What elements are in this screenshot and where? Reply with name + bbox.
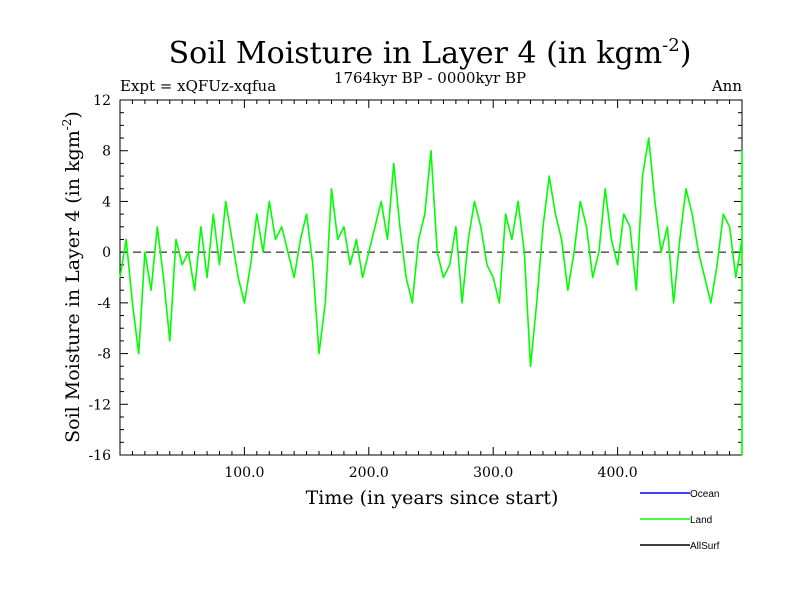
y-tick-label: 4 bbox=[102, 194, 111, 210]
y-tick-label: -4 bbox=[97, 296, 111, 312]
season-label: Ann bbox=[711, 77, 742, 95]
y-tick-label: 8 bbox=[102, 144, 111, 160]
chart-title-superscript: -2 bbox=[662, 35, 680, 56]
y-tick-label: -16 bbox=[88, 448, 111, 464]
legend-label-ocean: Ocean bbox=[690, 489, 719, 500]
chart-title-main: Soil Moisture in Layer 4 (in kgm bbox=[169, 36, 663, 71]
legend-label-land: Land bbox=[690, 515, 712, 526]
y-axis-label-main: Soil Moisture in Layer 4 (in kgm bbox=[62, 130, 84, 443]
expt-label: Expt = xQFUz-xqfua bbox=[120, 77, 276, 95]
chart-title-close: ) bbox=[680, 36, 692, 71]
y-tick-label: 12 bbox=[93, 93, 111, 109]
legend-label-allsurf: AllSurf bbox=[690, 541, 720, 552]
y-tick-label: 0 bbox=[102, 245, 111, 261]
x-tick-label: 200.0 bbox=[349, 465, 389, 481]
x-axis-label: Time (in years since start) bbox=[306, 487, 559, 509]
x-tick-label: 300.0 bbox=[473, 465, 513, 481]
x-tick-label: 400.0 bbox=[598, 465, 638, 481]
x-tick-label: 100.0 bbox=[224, 465, 264, 481]
y-axis-label-superscript: -2 bbox=[60, 119, 74, 131]
y-tick-label: -12 bbox=[88, 397, 111, 413]
y-tick-label: -8 bbox=[97, 347, 111, 363]
y-axis-label: Soil Moisture in Layer 4 (in kgm-2) bbox=[60, 111, 84, 443]
chart-title: Soil Moisture in Layer 4 (in kgm-2) bbox=[169, 35, 692, 71]
land-series-line bbox=[119, 137, 743, 456]
y-axis-label-close: ) bbox=[62, 111, 84, 118]
period-label: 1764kyr BP - 0000kyr BP bbox=[334, 69, 526, 87]
legend: Ocean Land AllSurf bbox=[640, 489, 720, 552]
